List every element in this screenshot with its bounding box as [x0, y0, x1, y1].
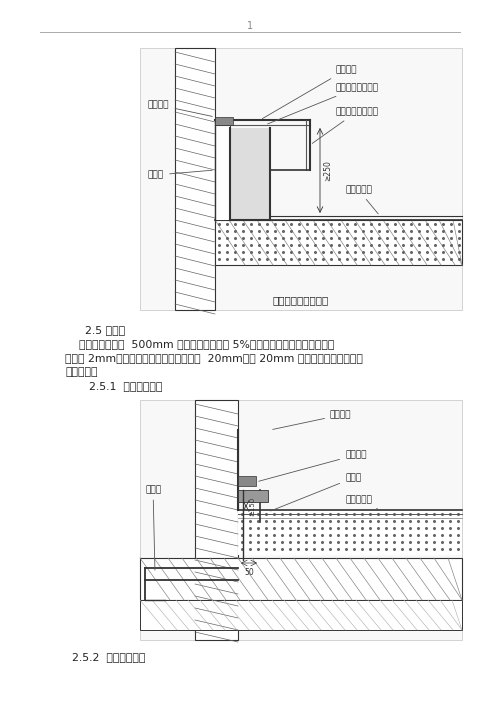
Text: 卷材防水层: 卷材防水层	[345, 185, 378, 214]
Bar	[140, 400, 462, 640]
Text: 2.5 水落口: 2.5 水落口	[85, 325, 125, 335]
Bar	[215, 120, 230, 220]
Text: 50: 50	[244, 568, 254, 577]
Text: 密封材料: 密封材料	[272, 411, 351, 429]
Bar	[175, 48, 215, 310]
Bar	[230, 128, 270, 220]
Text: 高低屋面变形缝构造: 高低屋面变形缝构造	[273, 295, 329, 305]
Text: 1: 1	[247, 21, 253, 31]
Bar	[238, 476, 256, 486]
Text: ≥250: ≥250	[323, 160, 332, 181]
Text: 密封材料: 密封材料	[258, 450, 366, 481]
Text: 水落口周围直径  500mm 范围内坡度不小于 5%，并用防水涂料涂封，其厚度: 水落口周围直径 500mm 范围内坡度不小于 5%，并用防水涂料涂封，其厚度	[65, 339, 334, 349]
Bar	[215, 117, 233, 125]
Text: ≥150: ≥150	[249, 496, 255, 515]
Text: 金属压条钉子固定: 金属压条钉子固定	[268, 83, 378, 124]
Text: 卷材防水层: 卷材防水层	[345, 496, 378, 509]
Bar	[140, 558, 462, 600]
Bar	[195, 400, 238, 640]
Bar	[238, 490, 268, 502]
Text: 2.5.1  横式水落口：: 2.5.1 横式水落口：	[75, 381, 162, 391]
Text: 金属或高分子盖板: 金属或高分子盖板	[312, 107, 378, 144]
Text: 不小于 2mm。水落口与基层接触处，留宽  20mm、深 20mm 凹槽，嵌填密封资料。: 不小于 2mm。水落口与基层接触处，留宽 20mm、深 20mm 凹槽，嵌填密封…	[65, 353, 363, 363]
Text: 水落口: 水落口	[145, 486, 161, 571]
Text: 水泥钉: 水泥钉	[148, 170, 212, 180]
Bar	[238, 510, 462, 555]
Bar	[140, 48, 462, 310]
Text: 2.5.2  竖式水落口：: 2.5.2 竖式水落口：	[65, 652, 146, 662]
Text: 密封材料: 密封材料	[262, 66, 356, 119]
Text: 密封材料: 密封材料	[148, 100, 212, 117]
Text: 以以下图：: 以以下图：	[65, 367, 98, 377]
Text: 附加层: 附加层	[270, 474, 361, 511]
Bar	[215, 220, 462, 265]
Bar	[140, 600, 462, 630]
